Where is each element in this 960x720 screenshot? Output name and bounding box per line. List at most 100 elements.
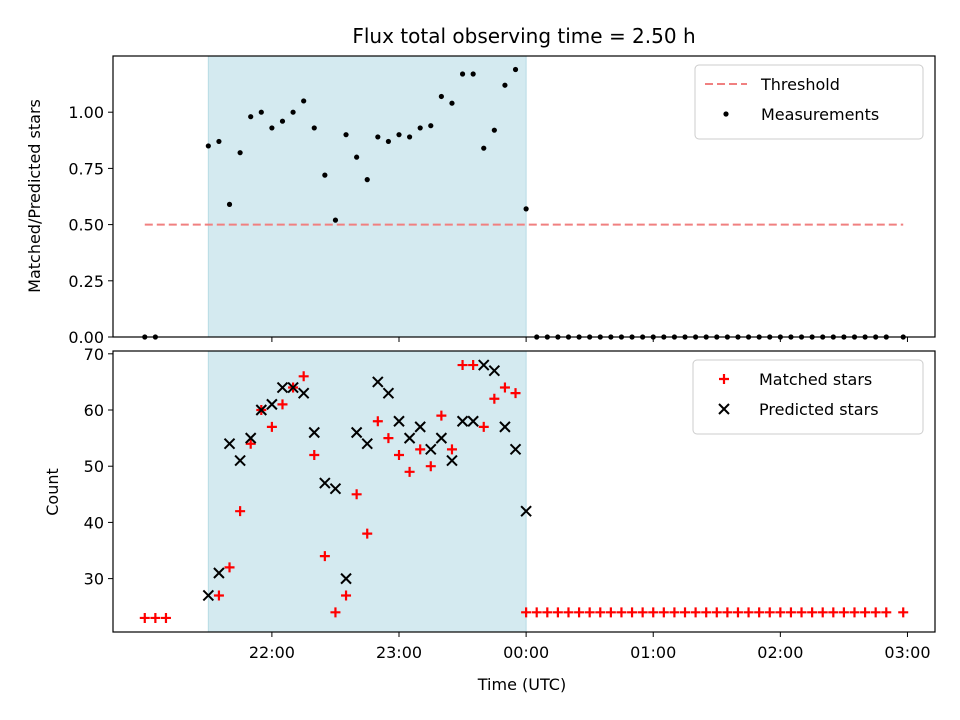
x-tick-label: 22:00 [249,643,295,662]
matched-stars-point [415,444,426,455]
matched-stars-point [616,607,627,618]
top-observing-window [207,55,527,338]
matched-stars-point [468,360,479,371]
predicted-stars-point [350,426,363,439]
matched-stars-point [499,382,510,393]
matched-stars-point [139,612,150,623]
matched-stars-point [372,416,383,427]
top-y-tick-label: 0.00 [68,328,104,347]
measurements-point [385,138,392,145]
measurements-point [301,98,307,104]
predicted-stars-point [499,421,511,433]
matched-stars-point [595,607,606,618]
top-legend-box [694,64,924,140]
measurements-point [375,134,381,140]
predicted-stars-point [520,505,532,517]
predicted-stars-point [478,359,490,371]
predicted-stars-point [372,376,384,388]
predicted-stars-point [414,421,426,433]
predicted-stars-point [244,432,257,444]
matched-stars-point [510,388,521,399]
measurements-point [311,125,317,131]
predicted-stars-point [297,387,310,399]
measurements-legend-label: Measurements [761,105,879,124]
predicted-stars-point [361,438,373,450]
matched-stars-legend-swatch [719,374,729,384]
matched-stars-point [881,607,892,618]
matched-stars-point [277,399,288,410]
predicted-stars-point [202,589,215,602]
matched-stars-point [690,607,701,618]
matched-stars-point [584,607,595,618]
predicted-stars-point [393,415,405,427]
matched-stars-point [394,449,405,460]
measurements-point [449,100,455,106]
measurements-point [406,134,413,140]
predicted-stars-point [403,432,416,444]
measurements-point [279,118,286,124]
measurements-point [491,127,497,133]
matched-stars-point [743,607,754,618]
matched-stars-point [298,371,309,382]
matched-stars-point [563,607,574,618]
matched-stars-point [309,449,320,460]
matched-stars-point [245,438,256,449]
matched-stars-point [627,607,638,618]
measurements-point [470,71,476,77]
matched-stars-point [574,607,585,618]
bottom-y-tick-label: 50 [84,457,104,476]
matched-stars-point [701,607,712,618]
predicted-stars-point [255,404,268,416]
predicted-stars-point [287,381,299,394]
matched-stars-point [521,607,532,618]
chart-title: Flux total observing time = 2.50 h [352,24,695,48]
matched-stars-point [341,590,352,601]
predicted-stars-point [425,443,437,456]
matched-stars-point [605,607,616,618]
matched-stars-point [764,607,775,618]
measurements-point [523,206,529,212]
x-tick-label: 02:00 [757,643,803,662]
predicted-stars-point [456,415,469,427]
matched-stars-point [224,562,235,573]
predicted-stars-point [223,438,236,450]
matched-stars-point [478,421,489,432]
matched-stars-point [898,607,909,618]
top-y-tick-label: 1.00 [68,103,104,122]
x-tick-label: 23:00 [376,643,422,662]
measurements-point [248,114,254,120]
matched-stars-point [531,607,542,618]
matched-stars-point [648,607,659,618]
matched-stars-point [637,607,648,618]
measurements-legend-swatch [723,111,729,117]
measurements-point [438,93,444,100]
matched-stars-point [860,607,871,618]
bottom-y-tick-label: 30 [84,570,104,589]
matched-stars-point [732,607,743,618]
matched-stars-point [351,489,362,500]
top-y-tick-label: 0.50 [68,216,104,235]
matched-stars-point [680,607,691,618]
predicted-stars-point [319,477,331,489]
matched-stars-point [404,466,415,477]
predicted-stars-point [266,398,278,411]
matched-stars-point [722,607,733,618]
predicted-stars-point [382,387,395,399]
matched-stars-point [838,607,849,618]
measurements-point [290,109,296,115]
measurements-point [332,217,339,223]
predicted-stars-legend-label: Predicted stars [759,400,879,419]
matched-stars-point [330,607,341,618]
measurements-point [459,71,466,77]
predicted-stars-point [308,426,320,439]
bottom-observing-window [207,350,527,633]
matched-stars-point [870,607,881,618]
matched-stars-point [160,612,171,623]
measurements-point [322,172,328,178]
matched-stars-point [754,607,765,618]
measurements-point [502,82,508,88]
measurements-point [237,150,243,156]
top-y-axis-label: Matched/Predicted stars [25,99,44,293]
matched-stars-point [457,360,468,371]
top-y-tick-label: 0.25 [68,272,104,291]
